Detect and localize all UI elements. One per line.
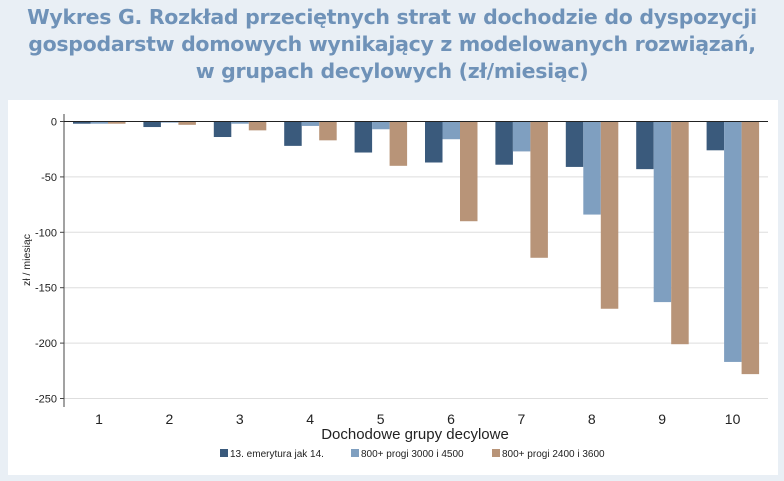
bar-3-decile-1 bbox=[108, 121, 126, 124]
bar-chart: 0 -50 -100 -150 -200 -250 1 2 3 4 5 6 7 8 9 10 zł / mie… bbox=[21, 114, 768, 460]
bar-2-decile-3 bbox=[231, 121, 249, 124]
y-tick-label: -250 bbox=[35, 394, 57, 406]
x-tick-label: 5 bbox=[377, 411, 385, 427]
bar-1-decile-2 bbox=[143, 121, 161, 128]
x-tick-label: 9 bbox=[658, 411, 666, 427]
bar-2-decile-1 bbox=[90, 121, 108, 124]
bar-2-decile-6 bbox=[442, 121, 460, 140]
x-tick-label: 8 bbox=[588, 411, 596, 427]
chart-title: Wykres G. Rozkład przeciętnych strat w d… bbox=[0, 4, 784, 85]
bar-2-decile-5 bbox=[372, 121, 390, 130]
title-line-1: Wykres G. Rozkład przeciętnych strat w d… bbox=[27, 5, 757, 29]
bar-2-decile-2 bbox=[160, 121, 179, 123]
chart-panel: 0 -50 -100 -150 -200 -250 1 2 3 4 5 6 7 8 9 10 zł / mie… bbox=[8, 100, 778, 475]
bar-3-decile-3 bbox=[248, 121, 267, 131]
legend-label: 13. emerytura jak 14. bbox=[230, 449, 324, 460]
bar-1-decile-9 bbox=[636, 121, 654, 170]
bar-1-decile-1 bbox=[73, 121, 91, 124]
bar-3-decile-5 bbox=[389, 121, 408, 166]
bar-3-decile-8 bbox=[600, 121, 619, 309]
y-tick-label: -200 bbox=[35, 338, 57, 350]
x-tick-label: 4 bbox=[306, 411, 314, 427]
title-line-2: gospodarstw domowych wynikający z modelo… bbox=[28, 32, 756, 56]
bar-1-decile-6 bbox=[425, 121, 443, 163]
legend-label: 800+ progi 2400 i 3600 bbox=[502, 449, 605, 460]
x-tick-label: 2 bbox=[166, 411, 174, 427]
bar-1-decile-4 bbox=[284, 121, 302, 146]
bar-1-decile-8 bbox=[565, 121, 584, 167]
legend-swatch bbox=[351, 449, 359, 457]
bar-2-decile-8 bbox=[583, 121, 601, 215]
y-tick-label: -100 bbox=[35, 227, 57, 239]
bar-3-decile-9 bbox=[671, 121, 689, 345]
bar-1-decile-3 bbox=[213, 121, 232, 138]
x-tick-label: 7 bbox=[518, 411, 526, 427]
bar-2-decile-7 bbox=[512, 121, 531, 152]
bar-2-decile-9 bbox=[653, 121, 672, 303]
y-axis-label: zł / miesiąc bbox=[21, 234, 33, 286]
bar-2-decile-10 bbox=[724, 121, 742, 362]
x-tick-label: 1 bbox=[95, 411, 103, 427]
x-tick-label: 3 bbox=[236, 411, 244, 427]
bar-1-decile-10 bbox=[706, 121, 725, 151]
bar-3-decile-2 bbox=[178, 121, 196, 125]
legend-label: 800+ progi 3000 i 4500 bbox=[361, 449, 464, 460]
y-tick-label: -50 bbox=[41, 172, 57, 184]
bar-3-decile-7 bbox=[530, 121, 548, 258]
bar-2-decile-4 bbox=[301, 121, 320, 126]
x-tick-label: 6 bbox=[447, 411, 455, 427]
x-tick-label: 10 bbox=[725, 411, 741, 427]
y-tick-label: 0 bbox=[51, 117, 57, 129]
bar-3-decile-4 bbox=[319, 121, 337, 141]
bar-3-decile-10 bbox=[741, 121, 760, 375]
title-line-3: w grupach decylowych (zł/miesiąc) bbox=[195, 59, 589, 83]
x-axis-label: Dochodowe grupy decylowe bbox=[321, 426, 509, 443]
bar-3-decile-6 bbox=[460, 121, 478, 222]
legend-swatch bbox=[492, 449, 500, 457]
legend-swatch bbox=[220, 449, 228, 457]
bar-1-decile-7 bbox=[495, 121, 513, 165]
bar-1-decile-5 bbox=[354, 121, 373, 153]
y-tick-label: -150 bbox=[35, 283, 57, 295]
